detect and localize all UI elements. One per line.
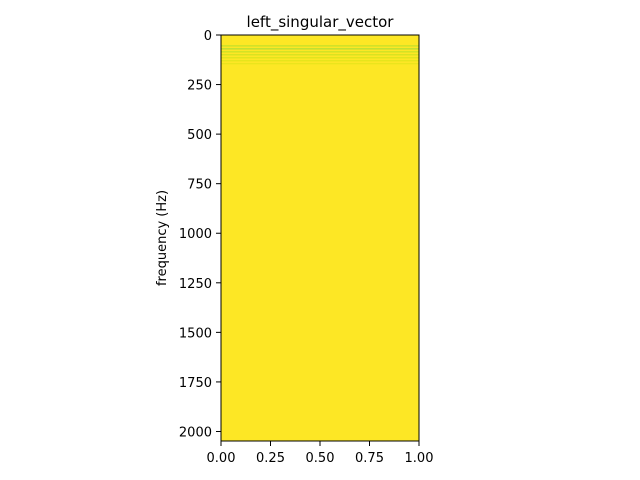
heatmap-background [221,35,419,441]
heatmap-band-6 [221,63,419,65]
y-tick-label: 2000 [179,425,212,440]
y-tick-label: 500 [187,128,212,143]
heatmap-band-4 [221,57,419,59]
x-tick-label: 0.50 [306,451,335,466]
heatmap-band-5 [221,60,419,62]
chart-title: left_singular_vector [247,13,395,32]
y-axis-label: frequency (Hz) [155,190,170,286]
x-axis: 0.00 0.25 0.50 0.75 1.00 [207,441,434,466]
y-tick-label: 1000 [179,227,212,242]
heatmap-band-2 [221,51,419,53]
heatmap-band-3 [221,54,419,56]
y-tick-label: 0 [204,29,212,44]
y-axis: 0 250 500 750 1000 1250 1500 1750 2000 [179,29,221,440]
heatmap-band-1 [221,48,419,50]
plot-area [220,34,420,442]
heatmap-band-0 [221,45,419,47]
x-tick-label: 0.25 [256,451,285,466]
y-tick-label: 1750 [179,376,212,391]
x-tick-label: 0.75 [355,451,384,466]
y-tick-label: 1500 [179,326,212,341]
x-tick-label: 0.00 [207,451,236,466]
y-tick-label: 750 [187,178,212,193]
y-tick-label: 250 [187,79,212,94]
y-tick-label: 1250 [179,277,212,292]
x-tick-label: 1.00 [405,451,434,466]
